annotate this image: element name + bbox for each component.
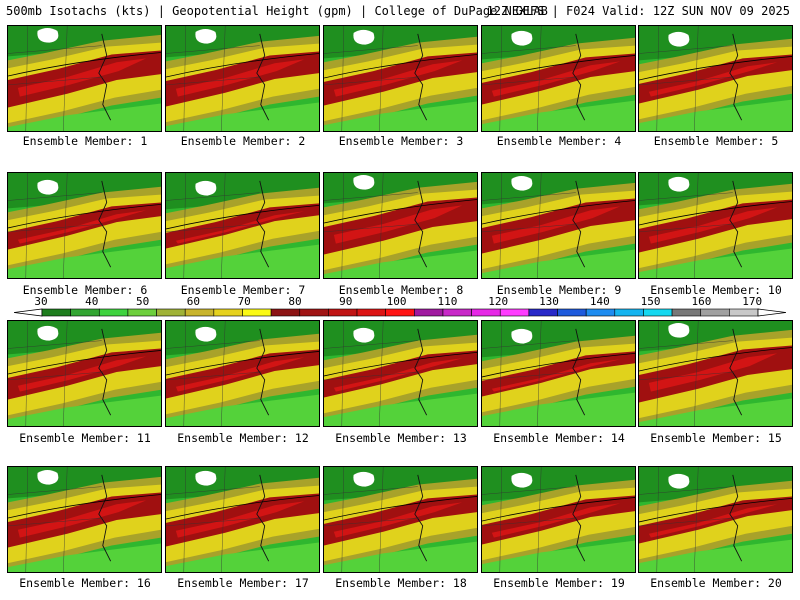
ensemble-member-map xyxy=(638,466,793,573)
colorbar-tick-label: 120 xyxy=(488,295,509,308)
ensemble-member-map xyxy=(323,320,478,427)
ensemble-member-label: Ensemble Member: 11 xyxy=(19,431,151,445)
colorbar-swatch xyxy=(499,308,530,317)
colorbar-swatch xyxy=(471,308,501,317)
ensemble-member-label: Ensemble Member: 19 xyxy=(493,576,625,590)
colorbar-swatch xyxy=(156,308,186,317)
ensemble-member-label: Ensemble Member: 5 xyxy=(653,134,779,148)
colorbar-swatch xyxy=(270,308,301,317)
ensemble-member-label: Ensemble Member: 17 xyxy=(177,576,309,590)
colorbar-swatch xyxy=(557,308,587,317)
ensemble-member-map xyxy=(165,466,320,573)
ensemble-member-map xyxy=(323,172,478,279)
colorbar-swatch xyxy=(70,308,100,317)
colorbar-swatch xyxy=(299,308,329,317)
ensemble-member-map xyxy=(7,466,162,573)
colorbar-tick-label: 90 xyxy=(339,295,353,308)
colorbar-swatch xyxy=(700,308,730,317)
ensemble-member-map xyxy=(481,320,636,427)
ensemble-member-map xyxy=(481,172,636,279)
colorbar-tick-label: 150 xyxy=(640,295,661,308)
colorbar-swatch xyxy=(671,308,702,317)
colorbar-swatch xyxy=(242,308,272,317)
colorbar-tick-label: 110 xyxy=(437,295,458,308)
ensemble-member-label: Ensemble Member: 20 xyxy=(650,576,782,590)
ensemble-member-label: Ensemble Member: 16 xyxy=(19,576,151,590)
colorbar-tick-label: 80 xyxy=(288,295,302,308)
ensemble-member-map xyxy=(323,25,478,132)
colorbar-tick-label: 60 xyxy=(186,295,201,308)
colorbar-swatch xyxy=(98,308,129,317)
colorbar-tick-label: 130 xyxy=(539,295,559,308)
ensemble-member-label: Ensemble Member: 6 xyxy=(22,283,148,297)
ensemble-member-map xyxy=(323,466,478,573)
colorbar-swatch xyxy=(127,308,157,317)
colorbar-swatch xyxy=(528,308,558,317)
ensemble-member-label: Ensemble Member: 14 xyxy=(493,431,625,445)
colorbar-tick-label: 140 xyxy=(589,295,610,308)
ensemble-member-map xyxy=(165,25,320,132)
colorbar-swatch xyxy=(356,308,386,317)
colorbar-tick-label: 50 xyxy=(135,295,150,308)
ensemble-member-map xyxy=(481,466,636,573)
colorbar-swatch xyxy=(729,308,759,317)
colorbar-swatch xyxy=(328,308,358,317)
valid-time: 12Z GEFS | F024 Valid: 12Z SUN NOV 09 20… xyxy=(486,4,790,18)
colorbar-swatch xyxy=(184,308,215,317)
ensemble-member-map xyxy=(638,25,793,132)
ensemble-member-map xyxy=(481,25,636,132)
ensemble-member-label: Ensemble Member: 18 xyxy=(335,576,467,590)
ensemble-member-label: Ensemble Member: 4 xyxy=(496,134,622,148)
isotach-colorbar xyxy=(14,308,786,317)
ensemble-member-map xyxy=(7,172,162,279)
ensemble-member-label: Ensemble Member: 3 xyxy=(338,134,464,148)
ensemble-member-map xyxy=(638,320,793,427)
colorbar-tick-label: 100 xyxy=(386,295,407,308)
ensemble-member-label: Ensemble Member: 7 xyxy=(180,283,306,297)
colorbar-tick-label: 70 xyxy=(237,295,251,308)
ensemble-member-label: Ensemble Member: 10 xyxy=(650,283,782,297)
ensemble-member-label: Ensemble Member: 9 xyxy=(496,283,622,297)
colorbar-swatch xyxy=(442,308,472,317)
ensemble-member-map xyxy=(638,172,793,279)
colorbar-swatch xyxy=(41,308,71,317)
colorbar-tick-label: 160 xyxy=(691,295,712,308)
ensemble-member-label: Ensemble Member: 1 xyxy=(22,134,148,148)
ensemble-member-label: Ensemble Member: 13 xyxy=(335,431,467,445)
colorbar-swatch xyxy=(585,308,616,317)
ensemble-member-label: Ensemble Member: 2 xyxy=(180,134,306,148)
ensemble-member-map xyxy=(165,320,320,427)
ensemble-member-label: Ensemble Member: 15 xyxy=(650,431,782,445)
ensemble-member-map xyxy=(165,172,320,279)
colorbar-tick-label: 30 xyxy=(34,295,48,308)
ensemble-member-label: Ensemble Member: 12 xyxy=(177,431,309,445)
colorbar-swatch xyxy=(414,308,444,317)
colorbar-swatch xyxy=(643,308,673,317)
chart-title: 500mb Isotachs (kts) | Geopotential Heig… xyxy=(6,4,548,18)
colorbar-swatch xyxy=(213,308,243,317)
ensemble-member-map xyxy=(7,25,162,132)
colorbar-swatch xyxy=(385,308,415,317)
colorbar-swatch xyxy=(614,308,644,317)
ensemble-member-map xyxy=(7,320,162,427)
colorbar-tick-label: 170 xyxy=(742,295,763,308)
colorbar-tick-label: 40 xyxy=(85,295,99,308)
ensemble-member-label: Ensemble Member: 8 xyxy=(338,283,464,297)
